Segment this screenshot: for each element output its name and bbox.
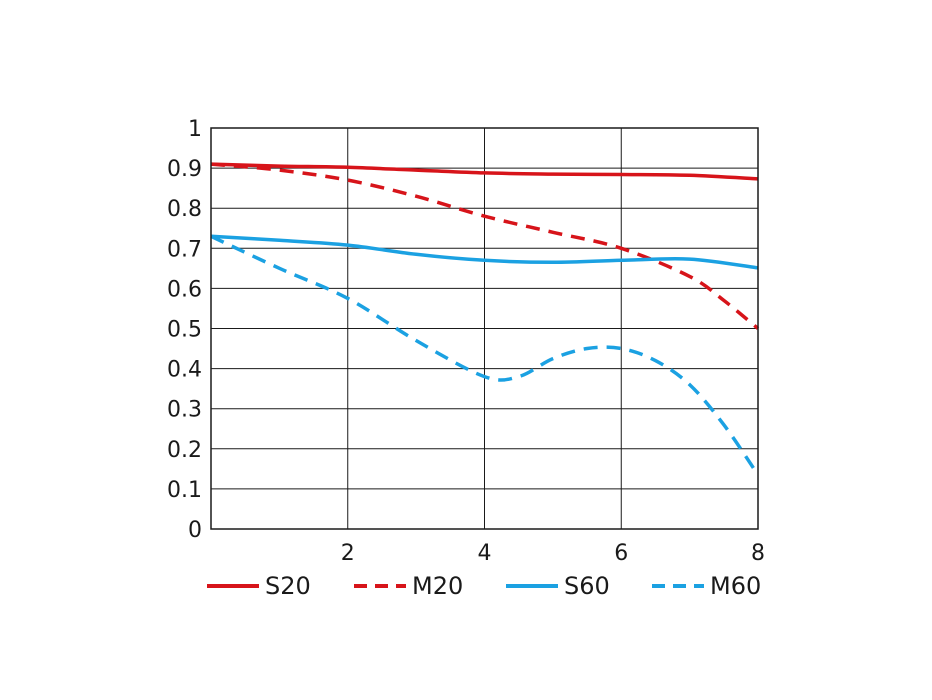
x-tick-label: 8 (751, 541, 765, 566)
plot-frame (210, 127, 759, 530)
y-tick-label: 0.6 (167, 277, 202, 302)
legend: S20 M20 S60 M60 (207, 572, 761, 600)
legend-label-s20: S20 (265, 572, 311, 600)
y-tick-label: 0.5 (167, 318, 202, 343)
y-tick-label: 0 (188, 518, 202, 543)
y-axis-tick-labels: 0 0.1 0.2 0.3 0.4 0.5 0.6 0.7 0.8 0.9 1 (167, 117, 202, 543)
y-tick-label: 0.1 (167, 478, 202, 503)
x-tick-label: 4 (478, 541, 492, 566)
y-tick-label: 0.9 (167, 157, 202, 182)
series-line-s60 (210, 234, 759, 270)
y-tick-label: 1 (188, 117, 202, 142)
grid (211, 127, 759, 530)
legend-label-s60: S60 (564, 572, 610, 600)
series-lines (210, 162, 760, 476)
x-tick-label: 2 (341, 541, 355, 566)
x-axis-tick-labels: 2 4 6 8 (341, 541, 765, 566)
x-tick-label: 6 (614, 541, 628, 566)
legend-label-m20: M20 (412, 572, 463, 600)
y-tick-label: 0.3 (167, 398, 202, 423)
y-tick-label: 0.7 (167, 237, 202, 262)
series-line-m20 (210, 162, 760, 330)
y-tick-label: 0.2 (167, 438, 202, 463)
y-tick-label: 0.8 (167, 197, 202, 222)
legend-label-m60: M60 (710, 572, 761, 600)
y-tick-label: 0.4 (167, 358, 202, 383)
series-line-s20 (210, 162, 759, 181)
series-line-m60 (210, 234, 760, 476)
